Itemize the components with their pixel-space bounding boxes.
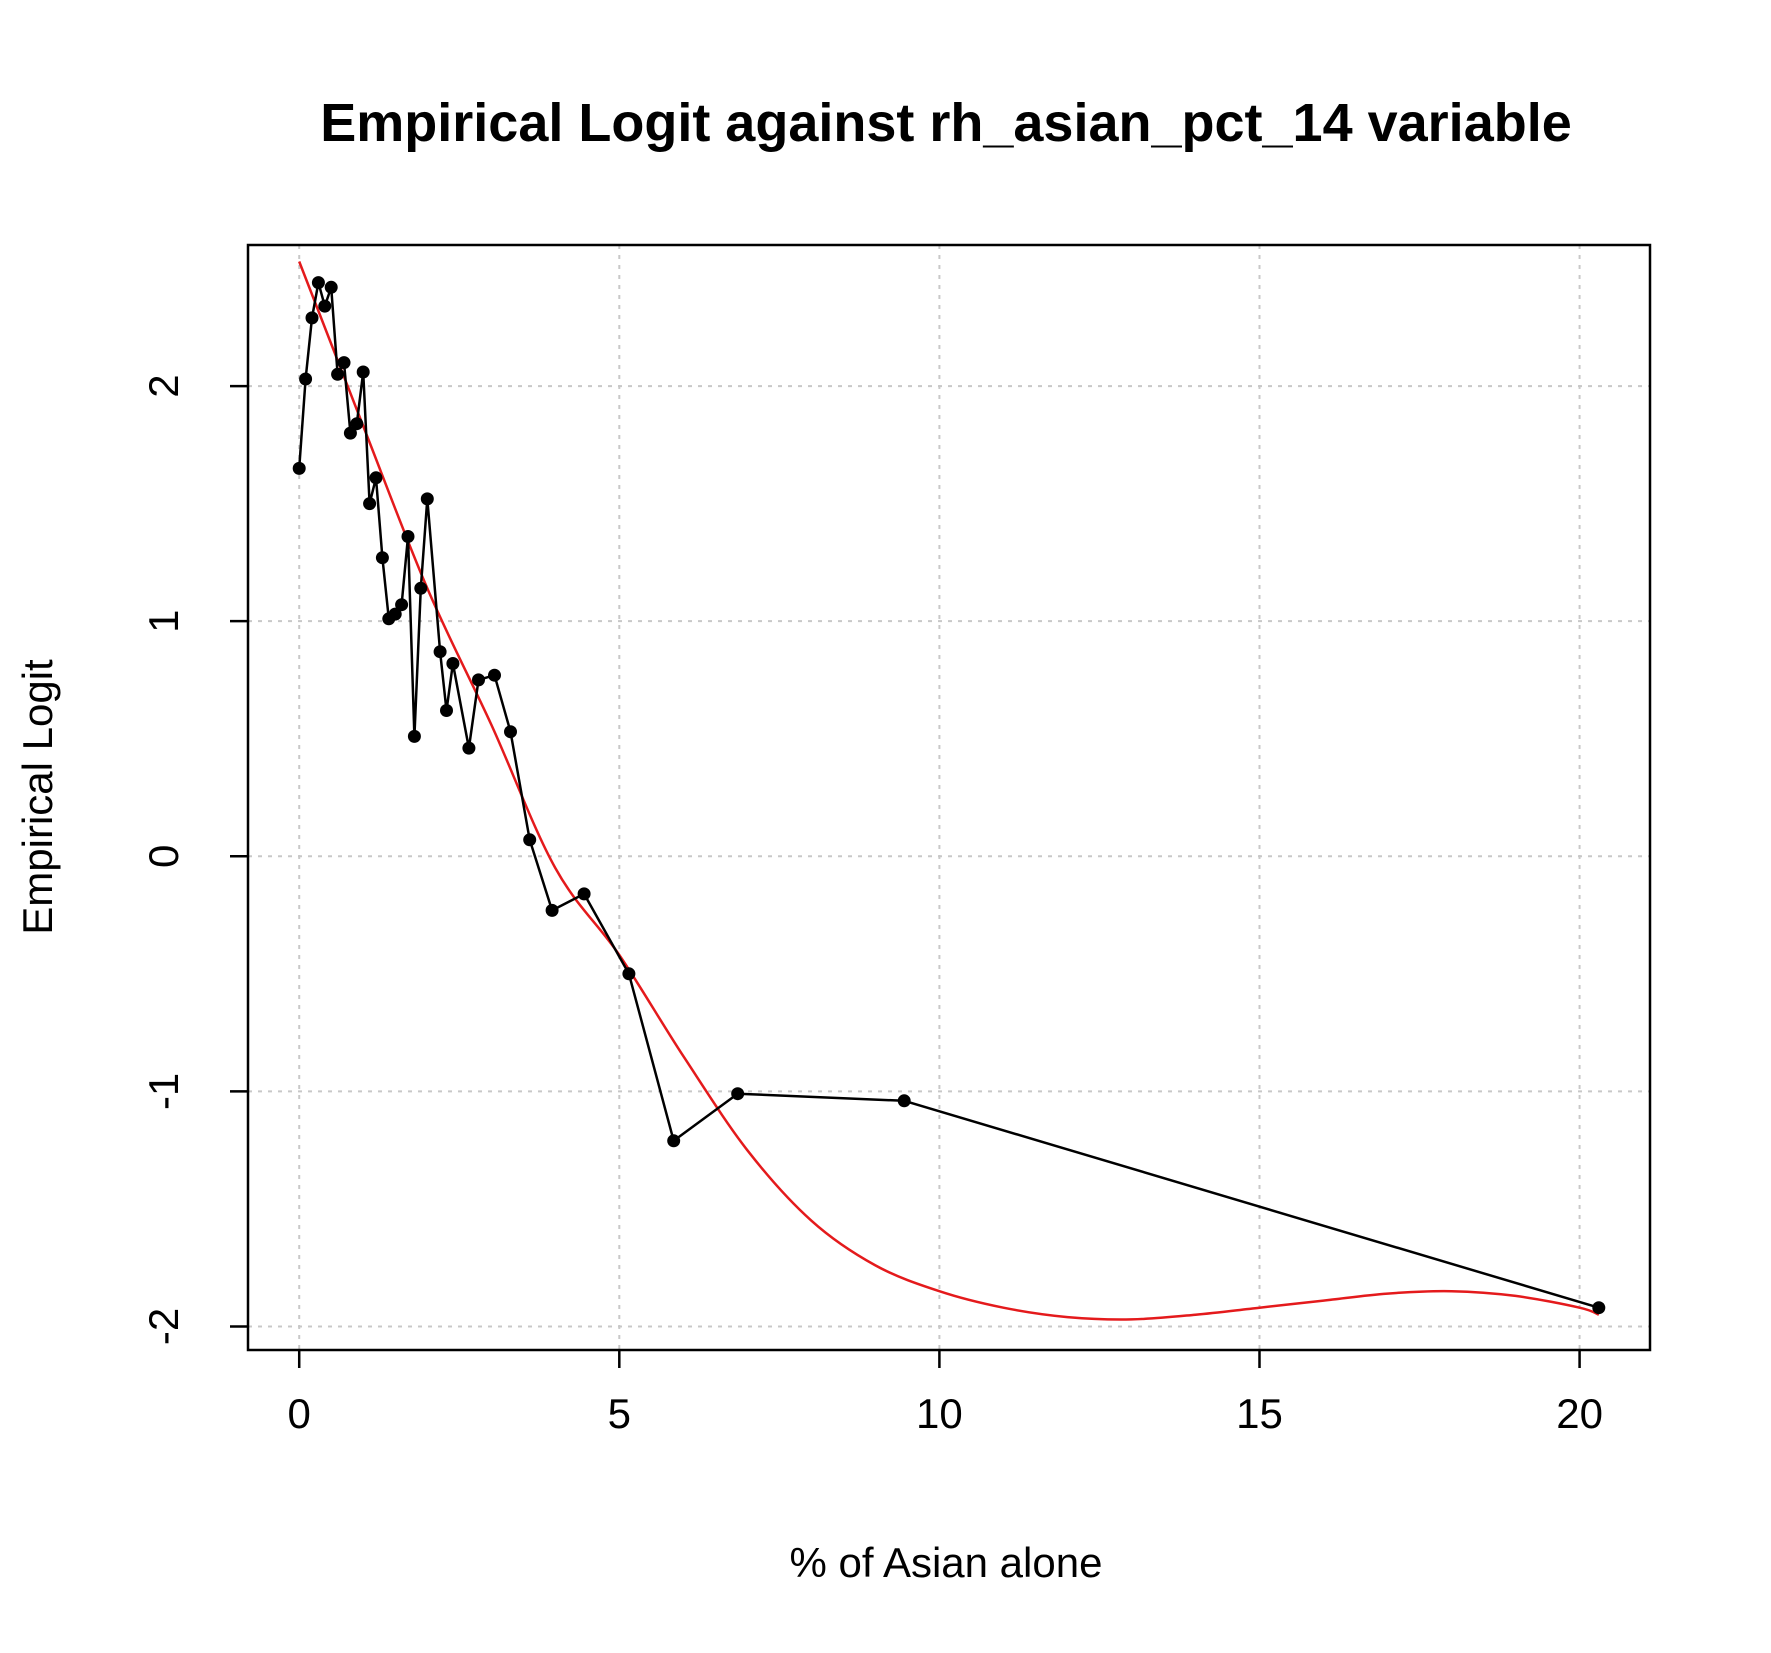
data-point — [577, 887, 591, 901]
data-point — [414, 581, 428, 595]
data-point — [407, 729, 421, 743]
data-point — [299, 372, 313, 386]
x-axis-label: % of Asian alone — [790, 1539, 1103, 1586]
x-tick-label: 5 — [608, 1390, 631, 1437]
data-point — [318, 299, 332, 313]
y-axis: -2 -1 0 1 2 — [140, 374, 248, 1345]
data-point — [897, 1094, 911, 1108]
chart-title: Empirical Logit against rh_asian_pct_14 … — [320, 93, 1572, 153]
x-tick-label: 10 — [916, 1390, 963, 1437]
data-point — [401, 530, 415, 543]
y-tick-label: 2 — [140, 374, 187, 397]
data-point — [462, 741, 476, 755]
data-point — [488, 668, 501, 682]
smooth-fit-curve — [298, 261, 1600, 1321]
y-tick-label: 1 — [140, 609, 187, 632]
x-tick-label: 0 — [288, 1390, 311, 1437]
data-point — [523, 833, 537, 847]
data-point — [446, 657, 460, 670]
y-tick-label: -2 — [140, 1308, 187, 1345]
data-point — [305, 311, 319, 325]
grid — [248, 245, 1650, 1350]
data-point — [440, 704, 453, 717]
plot-frame — [246, 243, 1652, 1352]
data-point — [472, 673, 485, 687]
data-point — [420, 492, 434, 506]
x-tick-label: 20 — [1556, 1390, 1603, 1437]
data-point — [622, 967, 636, 981]
series-layer — [292, 261, 1606, 1321]
x-axis: 0 5 10 15 20 — [288, 1350, 1603, 1437]
data-point — [324, 280, 338, 294]
data-point — [433, 645, 447, 659]
data-point — [369, 471, 383, 485]
data-point — [375, 551, 389, 565]
data-point — [343, 426, 357, 440]
data-point — [311, 276, 325, 290]
data-point — [731, 1087, 745, 1101]
data-point — [337, 356, 351, 370]
data-point — [504, 725, 517, 739]
data-point — [363, 497, 377, 511]
y-tick-label: -1 — [140, 1073, 187, 1110]
data-point — [356, 365, 370, 379]
data-point — [388, 607, 402, 621]
data-point — [331, 367, 345, 381]
y-tick-label: 0 — [140, 845, 187, 868]
x-tick-label: 15 — [1236, 1390, 1283, 1437]
data-point — [395, 598, 409, 612]
data-point — [1592, 1301, 1606, 1315]
data-point — [350, 417, 364, 431]
data-point — [545, 903, 559, 917]
data-point — [292, 461, 306, 475]
data-point — [667, 1134, 681, 1148]
y-axis-label: Empirical Logit — [14, 659, 61, 935]
